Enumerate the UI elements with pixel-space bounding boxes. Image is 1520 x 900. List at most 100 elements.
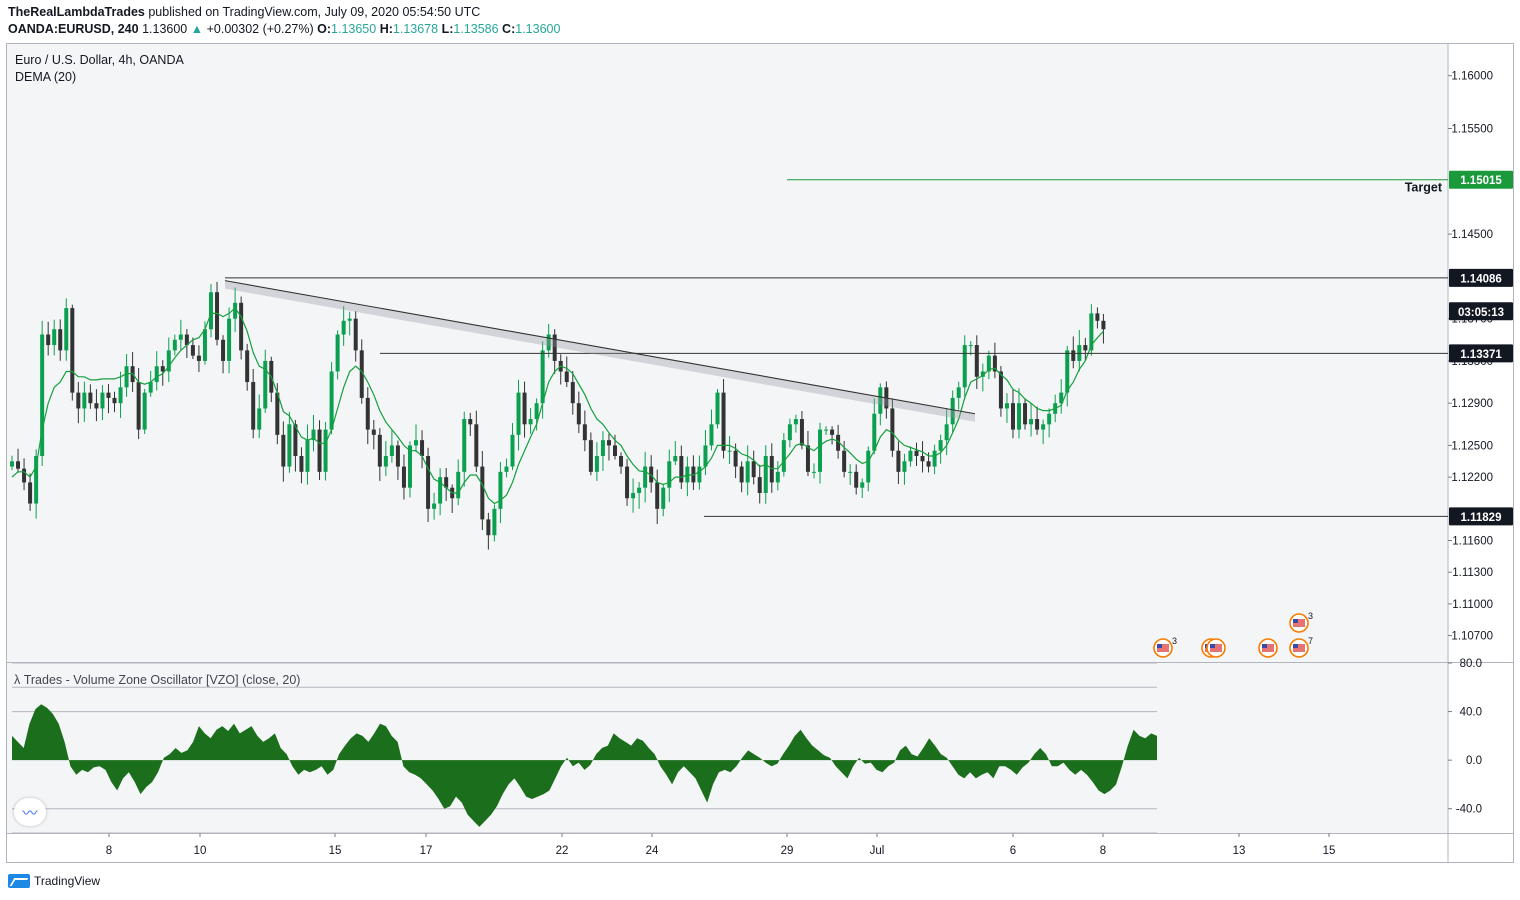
candle-body (516, 392, 521, 435)
candle-body (908, 450, 913, 462)
bull-candle (124, 354, 129, 397)
chart-frame (6, 43, 1514, 863)
candle-body (1065, 350, 1070, 393)
bear-candle (16, 448, 21, 473)
price-label-box (1449, 507, 1513, 526)
candle-body (22, 468, 27, 483)
bull-candle (968, 341, 973, 356)
candle-body (444, 477, 449, 488)
bull-candle (52, 319, 57, 356)
candle-body (239, 302, 244, 351)
bull-candle (516, 379, 521, 451)
candle-body (818, 429, 823, 472)
bear-candle (655, 469, 660, 524)
candle-body (1101, 320, 1106, 330)
bull-candle (40, 320, 45, 466)
time-tick-label: 29 (781, 845, 794, 857)
bull-candle (1041, 419, 1046, 445)
event-flag-stripes (1262, 644, 1274, 652)
candle-body (661, 487, 666, 509)
bear-candle (76, 381, 81, 424)
candle-body (34, 456, 39, 504)
bull-candle (781, 433, 786, 477)
footer-brand[interactable]: TradingView (34, 874, 101, 888)
last-price: 1.13600 (142, 22, 188, 36)
candles-group (10, 281, 1106, 550)
candle-body (365, 397, 370, 430)
candle-body (492, 508, 497, 536)
bull-candle (208, 283, 213, 338)
bull-candle (10, 455, 14, 471)
candle-body (178, 334, 183, 340)
candle-body (944, 424, 949, 441)
candle-body (432, 503, 437, 509)
bear-candle (619, 452, 624, 474)
time-tick-label: 8 (1100, 845, 1106, 857)
candle-body (968, 345, 973, 347)
bear-candle (251, 368, 256, 439)
candle-body (552, 334, 557, 361)
event-flag-stripes (1210, 644, 1222, 652)
candle-body (486, 519, 491, 536)
candle-body (848, 471, 853, 473)
candle-body (263, 360, 268, 409)
bull-candle (263, 349, 268, 413)
candle-body (166, 350, 171, 372)
vzo-area (12, 704, 1157, 827)
candle-body (251, 382, 256, 430)
bear-candle (28, 473, 33, 511)
bull-candle (1047, 408, 1052, 438)
bull-candle (787, 418, 792, 448)
candle-body (70, 308, 75, 393)
bear-candle (444, 468, 449, 501)
bull-candle (824, 426, 829, 435)
candle-body (395, 445, 400, 467)
candle-body (1089, 313, 1094, 351)
candle-body (510, 434, 515, 467)
bull-candle (908, 446, 913, 467)
bear-candle (281, 421, 286, 482)
price-label-text: 1.15015 (1460, 175, 1502, 187)
candle-body (830, 429, 835, 435)
bull-candle (287, 411, 292, 473)
event-flag-canton (1210, 644, 1215, 648)
price-tick-label: 1.12500 (1451, 440, 1493, 452)
bull-candle (673, 440, 678, 465)
bull-candle (848, 464, 853, 485)
oscillator-legend: λ Trades - Volume Zone Oscillator [VZO] … (14, 673, 300, 687)
candle-body (757, 477, 762, 493)
candle-body (805, 445, 810, 472)
candle-body (184, 334, 189, 346)
candle-body (932, 450, 937, 467)
event-flag-canton (1157, 644, 1162, 648)
bear-candle (974, 335, 979, 390)
candle-body (950, 397, 955, 425)
author-name[interactable]: TheRealLambdaTrades (8, 5, 145, 19)
candle-body (631, 492, 636, 499)
chart-title: Euro / U.S. Dollar, 4h, OANDA (15, 53, 184, 67)
candle-body (124, 366, 129, 388)
bear-candle (58, 319, 63, 361)
candle-body (1035, 419, 1040, 430)
bull-candle (1059, 379, 1064, 414)
dema-line (11, 307, 1104, 505)
candle-body (299, 456, 304, 472)
event-flag-stripes (1157, 644, 1169, 652)
candle-body (1023, 403, 1028, 425)
candle-body (498, 471, 503, 509)
candle-body (606, 440, 611, 446)
event-flag-canton (1293, 619, 1298, 623)
candle-body (245, 350, 250, 383)
tradingview-wave-icon[interactable]: 〰 (14, 798, 46, 826)
bull-candle (1017, 388, 1022, 439)
candle-body (305, 440, 310, 472)
bear-candle (1071, 336, 1076, 369)
ohlc-line: OANDA:EURUSD, 240 1.13600 ▲ +0.00302 (+0… (8, 22, 560, 36)
candle-body (643, 466, 648, 488)
candle-body (438, 477, 443, 504)
event-flag-stripes (1293, 644, 1305, 652)
bull-candle (600, 431, 605, 472)
candle-body (679, 456, 684, 483)
bull-candle (492, 504, 497, 542)
